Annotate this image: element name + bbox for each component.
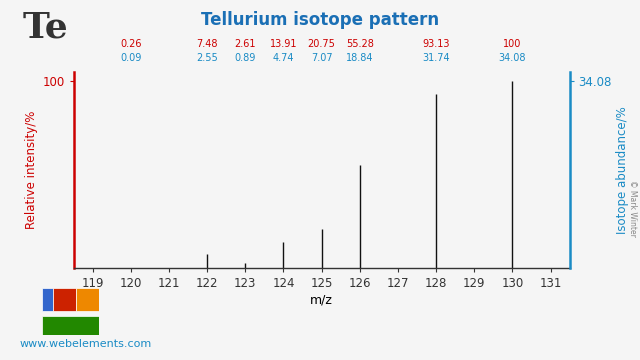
Text: 4.74: 4.74 [273, 53, 294, 63]
Text: 0.26: 0.26 [120, 39, 141, 49]
Text: 34.08: 34.08 [499, 53, 526, 63]
Bar [42, 316, 99, 335]
Text: Tellurium isotope pattern: Tellurium isotope pattern [201, 11, 439, 29]
Text: Te: Te [22, 11, 68, 45]
Text: 0.09: 0.09 [120, 53, 141, 63]
Text: www.webelements.com: www.webelements.com [19, 339, 152, 349]
Text: 0.89: 0.89 [235, 53, 256, 63]
X-axis label: m/z: m/z [310, 293, 333, 306]
Bar [76, 288, 99, 311]
Bar [42, 288, 53, 311]
Text: 13.91: 13.91 [269, 39, 297, 49]
Text: 7.48: 7.48 [196, 39, 218, 49]
Text: 31.74: 31.74 [422, 53, 450, 63]
Text: 7.07: 7.07 [311, 53, 332, 63]
Text: © Mark Winter: © Mark Winter [628, 180, 637, 237]
Y-axis label: Relative intensity/%: Relative intensity/% [25, 111, 38, 229]
Bar [53, 288, 76, 311]
Text: 18.84: 18.84 [346, 53, 374, 63]
Text: 100: 100 [503, 39, 522, 49]
Text: 2.55: 2.55 [196, 53, 218, 63]
Text: 93.13: 93.13 [422, 39, 450, 49]
Text: 2.61: 2.61 [234, 39, 256, 49]
Y-axis label: Isotope abundance/%: Isotope abundance/% [616, 106, 629, 234]
Text: 20.75: 20.75 [308, 39, 335, 49]
Text: 55.28: 55.28 [346, 39, 374, 49]
